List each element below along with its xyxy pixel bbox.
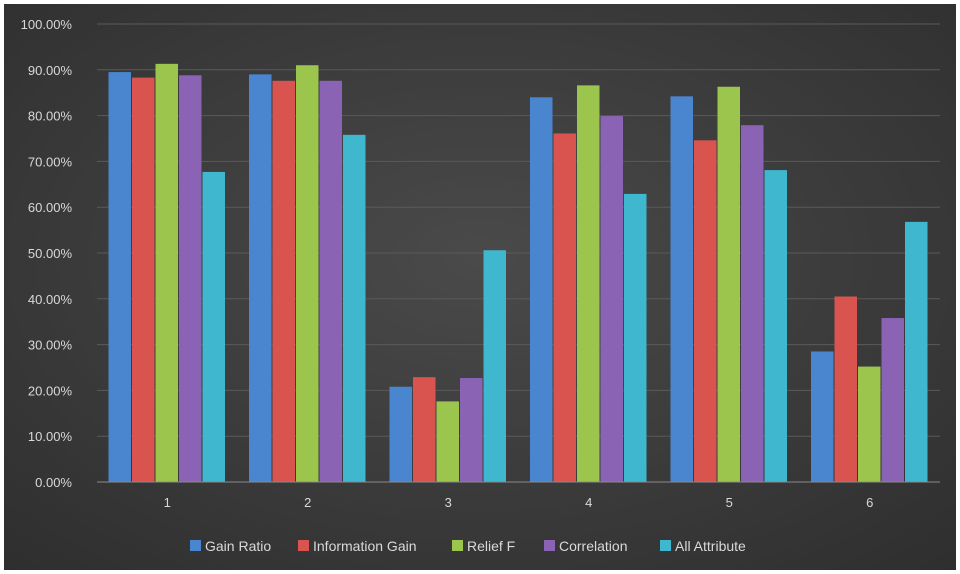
bar-relief-f-4 [577,85,600,483]
x-tick-label: 1 [164,495,171,510]
y-tick-label: 50.00% [28,246,73,261]
y-tick-label: 0.00% [35,475,72,490]
bar-information-gain-6 [834,296,857,482]
bar-relief-f-6 [858,366,881,482]
bar-all-attribute-1 [202,171,225,482]
bar-relief-f-5 [717,86,740,482]
y-tick-label: 90.00% [28,63,73,78]
bar-correlation-3 [460,378,483,482]
bar-information-gain-5 [694,140,717,482]
y-tick-label: 40.00% [28,292,73,307]
bar-gain-ratio-3 [389,386,412,482]
bar-gain-ratio-2 [249,74,272,482]
bar-relief-f-3 [436,401,459,482]
legend-label: Correlation [559,538,627,554]
bar-all-attribute-2 [343,134,366,482]
legend-swatch [452,540,463,551]
bar-information-gain-3 [413,377,436,482]
bar-correlation-2 [319,80,342,482]
y-tick-label: 20.00% [28,383,73,398]
bar-information-gain-4 [553,133,576,482]
x-tick-label: 6 [866,495,873,510]
legend-label: Relief F [467,538,515,554]
legend-swatch [660,540,671,551]
bar-gain-ratio-1 [108,72,131,482]
x-tick-label: 2 [304,495,311,510]
x-tick-label: 5 [726,495,733,510]
bar-gain-ratio-4 [530,97,553,482]
bar-correlation-6 [881,318,904,482]
bar-all-attribute-3 [483,250,506,482]
bar-correlation-5 [741,125,764,482]
bar-gain-ratio-5 [670,96,693,483]
legend-label: Information Gain [313,538,417,554]
bar-all-attribute-5 [764,170,787,482]
bar-information-gain-1 [132,77,155,482]
legend-label: All Attribute [675,538,746,554]
y-tick-label: 80.00% [28,109,73,124]
bar-correlation-4 [600,116,623,482]
y-tick-label: 70.00% [28,154,73,169]
y-tick-label: 30.00% [28,338,73,353]
y-tick-label: 60.00% [28,200,73,215]
bar-relief-f-1 [155,63,178,482]
bar-gain-ratio-6 [811,351,834,482]
gridlines [97,23,940,437]
x-tick-label: 3 [445,495,452,510]
y-tick-label: 100.00% [21,17,73,32]
legend-swatch [190,540,201,551]
y-axis-ticks: 0.00% 10.00% 20.00% 30.00% 40.00% 50.00% 60.00… [21,17,73,490]
legend-label: Gain Ratio [205,538,271,554]
legend-swatch [298,540,309,551]
legend: Gain Ratio Information Gain Relief F Correl… [190,538,746,554]
x-axis-ticks: 1 2 3 4 5 6 [164,495,874,510]
bars [108,63,928,483]
legend-swatch [544,540,555,551]
x-tick-label: 4 [585,495,592,510]
bar-relief-f-2 [296,65,319,482]
bar-all-attribute-4 [624,193,647,483]
bar-correlation-1 [179,75,202,483]
bar-information-gain-2 [272,80,295,482]
y-tick-label: 10.00% [28,429,73,444]
bar-all-attribute-6 [905,221,928,483]
